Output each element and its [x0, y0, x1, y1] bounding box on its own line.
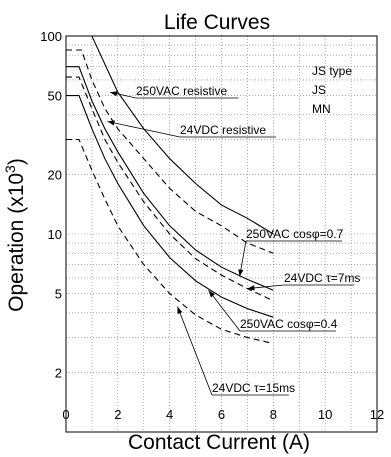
annotation-label-5: 250VAC cosφ=0.4	[240, 317, 338, 331]
series-line-1	[66, 35, 274, 235]
grid-lines	[66, 36, 377, 432]
x-axis-label: Contact Current (A)	[128, 431, 310, 454]
annotation-label-2: 24VDC resistive	[180, 123, 266, 137]
annotation-label-6: 24VDC τ=15ms	[212, 381, 295, 395]
y-axis-label-superscript: 3	[2, 165, 18, 173]
annotation-arrowhead-6	[177, 306, 183, 314]
y-axis-label-close: )	[5, 158, 28, 165]
y-tick-label: 100	[40, 29, 62, 44]
series-line-2	[66, 49, 274, 254]
x-tick-label: 10	[318, 407, 332, 422]
annotation-arrowhead-4	[247, 285, 255, 291]
legend: JS type JS MN	[312, 64, 352, 116]
legend-line-2: JS	[312, 83, 326, 97]
series-line-3	[66, 66, 274, 291]
annotation-layer: 250VAC resistive 24VDC resistive 250VAC co…	[107, 84, 360, 396]
legend-line-1: JS type	[312, 64, 352, 78]
y-tick-label: 2	[55, 365, 62, 380]
y-axis-label-main: Operation (x10	[5, 173, 28, 312]
x-tick-label: 2	[114, 407, 121, 422]
series-line-4	[66, 76, 274, 302]
x-tick-label: 12	[370, 407, 384, 422]
annotation-arrowhead-1	[110, 91, 118, 97]
legend-line-3: MN	[312, 102, 331, 116]
annotation-leader-2	[107, 121, 181, 138]
x-tick-label: 6	[218, 407, 225, 422]
annotation-arrowhead-3	[238, 269, 244, 277]
x-tick-label: 4	[166, 407, 173, 422]
annotation-label-1: 250VAC resistive	[136, 84, 227, 98]
annotation-leader-5	[208, 289, 241, 332]
chart-title: Life Curves	[164, 11, 270, 34]
y-axis-label: Operation (x103)	[2, 158, 28, 312]
series-line-6	[66, 138, 274, 345]
x-tick-label: 8	[270, 407, 277, 422]
y-tick-label: 5	[55, 287, 62, 302]
x-tick-labels: 0 2 4 6 8 10 12	[62, 407, 384, 422]
annotation-label-4: 24VDC τ=7ms	[284, 271, 360, 285]
annotation-leader-6	[177, 306, 213, 396]
annotation-label-3: 250VAC cosφ=0.7	[246, 227, 344, 241]
y-tick-labels: 100 50 20 10 5 2	[40, 29, 62, 380]
series-line-5	[66, 95, 274, 318]
x-tick-label: 0	[62, 407, 69, 422]
annotation-arrowhead-2	[107, 120, 115, 126]
y-tick-label: 20	[48, 167, 62, 182]
y-tick-label: 50	[48, 89, 62, 104]
y-tick-label: 10	[48, 227, 62, 242]
annotation-arrowhead-5	[208, 290, 215, 298]
series-layer	[66, 35, 274, 345]
plot-frame	[65, 35, 378, 433]
